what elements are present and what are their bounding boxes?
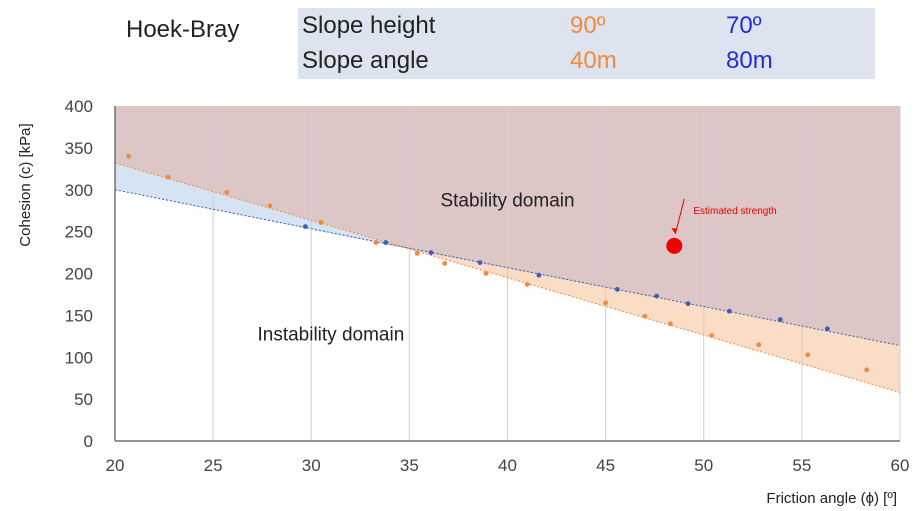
orange-data-point	[805, 352, 811, 358]
orange-data-point	[442, 261, 448, 266]
stability-domain-label: Stability domain	[440, 191, 574, 212]
chart-axes: 20 25 30 35 40 45 50 55 60 0 50 100 150 200 250 300 350 4…	[65, 97, 910, 475]
legend-blue-value: 70º	[726, 12, 762, 39]
y-axis-label: Cohesion (c) [kPa]	[17, 123, 34, 246]
y-tick-label: 300	[65, 181, 93, 200]
orange-data-point	[642, 313, 648, 319]
orange-data-point	[864, 367, 870, 373]
blue-data-point	[302, 224, 308, 230]
legend-table: Slope height 90º 70º Slope angle 40m 80m	[298, 8, 875, 79]
x-tick-label: 40	[498, 456, 517, 475]
orange-data-point	[709, 333, 714, 338]
blue-data-point	[615, 287, 620, 292]
instability-domain-label: Instability domain	[257, 325, 404, 346]
orange-data-point	[373, 240, 379, 245]
x-axis-label: Friction angle (ϕ) [º]	[766, 490, 897, 507]
blue-data-point	[428, 250, 434, 255]
chart-points	[126, 153, 870, 373]
orange-data-point	[267, 203, 273, 209]
y-tick-label: 400	[65, 97, 93, 116]
blue-data-point	[477, 260, 483, 266]
blue-data-point	[777, 317, 783, 322]
x-tick-label: 45	[596, 456, 615, 475]
legend-orange-value: 90º	[570, 12, 606, 39]
x-tick-label: 35	[400, 456, 419, 475]
estimated-strength-label: Estimated strength	[693, 206, 776, 217]
chart-fit-lines	[114, 162, 901, 393]
estimated-strength-arrowhead	[671, 227, 678, 234]
estimated-strength-arrow	[674, 198, 685, 234]
blue-data-point	[536, 272, 542, 278]
blue-data-point	[726, 308, 732, 314]
y-tick-label: 200	[65, 265, 93, 284]
orange-data-point	[165, 174, 171, 180]
x-tick-label: 55	[792, 456, 811, 475]
y-tick-label: 250	[65, 223, 93, 242]
x-tick-label: 60	[891, 456, 910, 475]
y-tick-label: 150	[65, 306, 93, 325]
y-tick-label: 0	[84, 432, 93, 451]
chart-grid	[212, 106, 901, 441]
orange-data-point	[524, 281, 530, 287]
legend-row-slope-height: Slope height 90º 70º	[298, 8, 875, 43]
blue-fit-line	[114, 189, 901, 347]
legend-row-slope-angle: Slope angle 40m 80m	[298, 43, 875, 78]
orange-data-point	[483, 271, 489, 276]
legend-label-slope-height: Slope height	[302, 12, 436, 39]
x-tick-label: 20	[106, 456, 125, 475]
orange-data-point	[603, 300, 609, 306]
orange-data-point	[756, 342, 762, 348]
y-tick-label: 350	[65, 139, 93, 158]
orange-data-point	[414, 251, 420, 256]
x-tick-label: 30	[302, 456, 321, 475]
orange-fit-line	[114, 162, 901, 393]
blue-data-point	[824, 326, 830, 332]
orange-data-point	[126, 153, 132, 159]
blue-data-point	[383, 240, 389, 245]
orange-data-point	[224, 189, 230, 195]
x-tick-label: 50	[694, 456, 713, 475]
estimated-strength-marker	[666, 237, 683, 254]
legend-orange-value: 40m	[570, 47, 617, 74]
y-tick-label: 100	[65, 348, 93, 367]
legend-label-slope-angle: Slope angle	[302, 47, 429, 74]
y-tick-label: 50	[74, 390, 93, 409]
blue-data-point	[654, 293, 660, 299]
chart-text: Cohesion (c) [kPa] Friction angle (ϕ) [º…	[17, 123, 897, 507]
x-tick-label: 25	[204, 456, 223, 475]
orange-data-point	[667, 321, 673, 327]
blue-data-point	[685, 301, 691, 307]
orange-data-point	[318, 220, 324, 225]
legend-blue-value: 80m	[726, 47, 773, 74]
legend-title: Hoek-Bray	[126, 16, 240, 43]
